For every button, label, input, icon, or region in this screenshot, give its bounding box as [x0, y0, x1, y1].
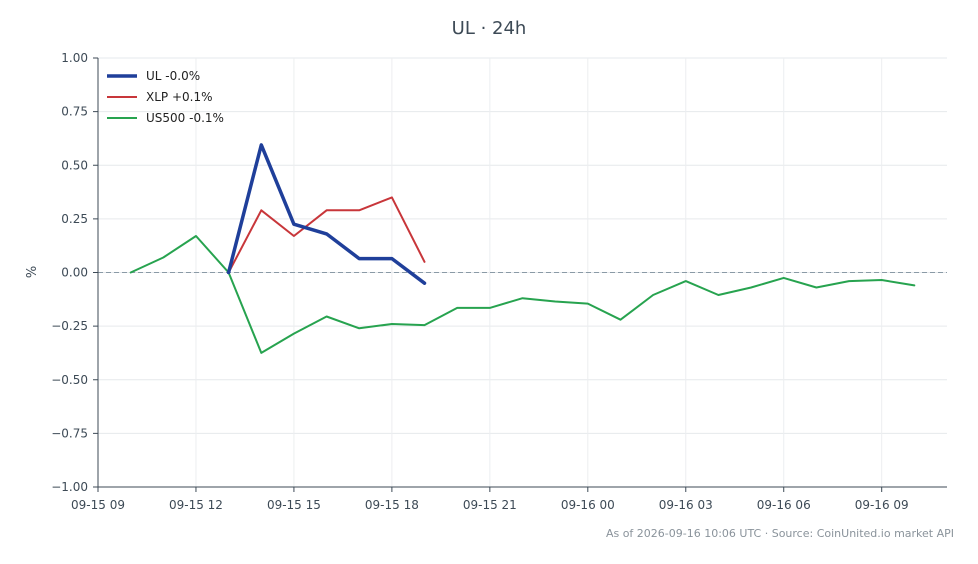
x-tick-label: 09-15 18: [365, 498, 419, 512]
y-tick-label: 0.00: [61, 266, 88, 280]
series-layer: [129, 143, 916, 354]
legend: UL -0.0% XLP +0.1% US500 -0.1%: [107, 69, 224, 125]
legend-label: UL -0.0%: [146, 69, 200, 83]
series-line-0: [226, 143, 427, 285]
y-tick-label: −0.75: [51, 426, 88, 440]
x-tick-label: 09-16 09: [855, 498, 909, 512]
y-tick-label: −1.00: [51, 480, 88, 494]
x-tick-label: 09-16 00: [561, 498, 615, 512]
legend-label: XLP +0.1%: [146, 90, 213, 104]
source-footer: As of 2026-09-16 10:06 UTC · Source: Coi…: [605, 527, 954, 540]
x-tick-label: 09-15 15: [267, 498, 321, 512]
y-tick-label: −0.25: [51, 319, 88, 333]
legend-label: US500 -0.1%: [146, 111, 224, 125]
x-tick-label: 09-15 09: [71, 498, 125, 512]
x-tick-label: 09-16 06: [757, 498, 811, 512]
series-line-2: [129, 235, 916, 354]
y-tick-label: 0.50: [61, 158, 88, 172]
y-tick-label: 0.25: [61, 212, 88, 226]
series-line-1: [227, 196, 426, 274]
x-tick-label: 09-15 21: [463, 498, 517, 512]
axes-layer: 1.00 0.75 0.50 0.25 0.00 −0.25 −0.50 −0.75 −1.00…: [51, 51, 947, 512]
y-tick-label: 1.00: [61, 51, 88, 65]
chart-title: UL · 24h: [451, 18, 527, 39]
y-tick-label: −0.50: [51, 373, 88, 387]
y-tick-label: 0.75: [61, 105, 88, 119]
y-axis-label: %: [25, 266, 40, 278]
x-tick-label: 09-16 03: [659, 498, 713, 512]
x-tick-label: 09-15 12: [169, 498, 223, 512]
